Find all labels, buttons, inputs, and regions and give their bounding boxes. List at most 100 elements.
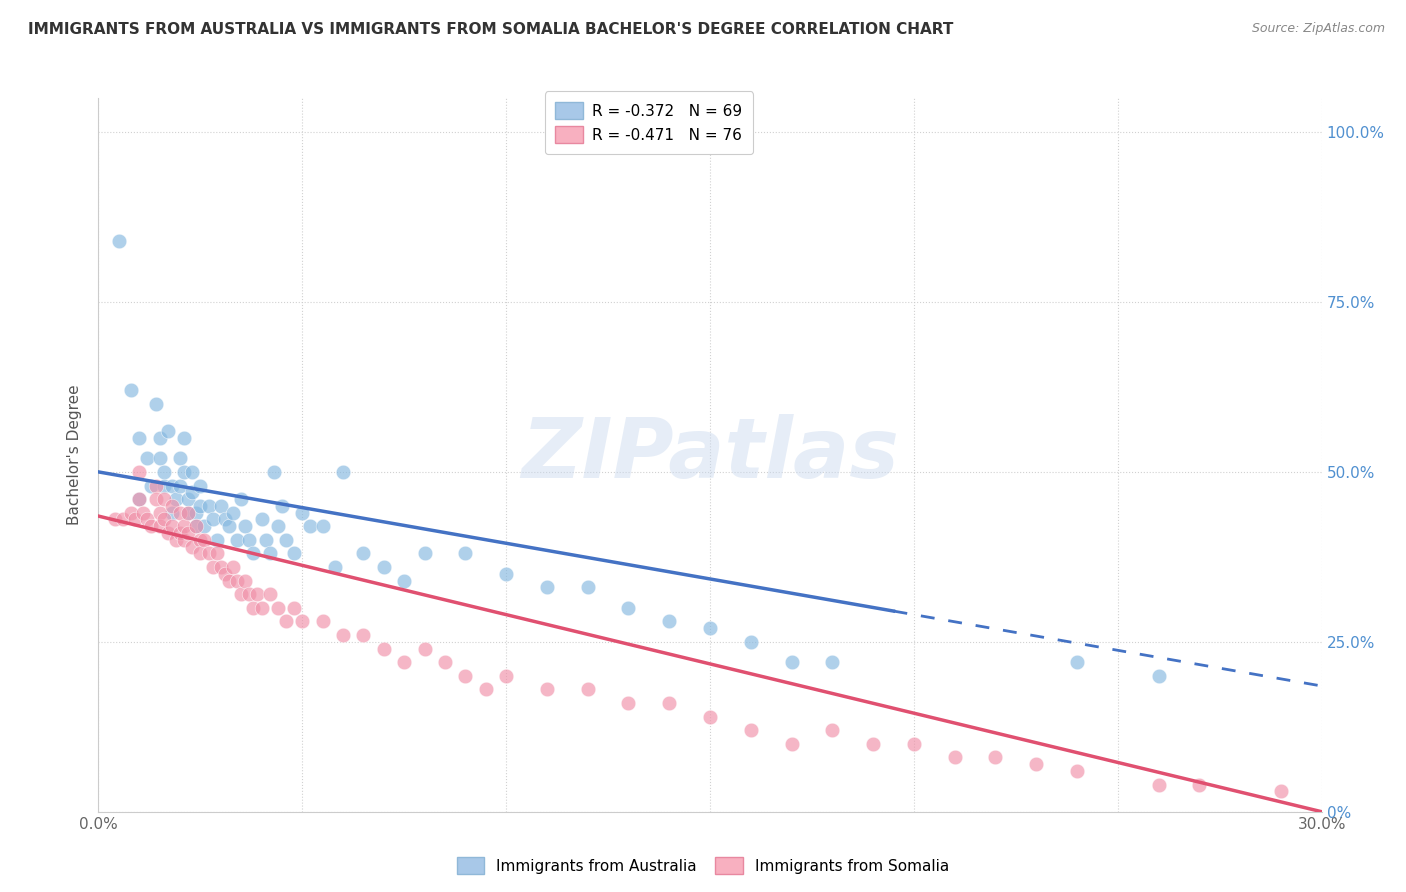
Point [1188, 778, 1211, 792]
Point [821, 723, 844, 738]
Point [740, 723, 762, 738]
Point [576, 581, 599, 595]
Point [392, 574, 416, 588]
Point [152, 512, 174, 526]
Point [1025, 757, 1047, 772]
Point [188, 546, 212, 560]
Point [323, 560, 346, 574]
Point [332, 465, 354, 479]
Point [214, 566, 236, 581]
Point [197, 499, 219, 513]
Point [186, 519, 208, 533]
Point [332, 628, 354, 642]
Point [291, 615, 314, 629]
Point [120, 506, 142, 520]
Point [233, 519, 256, 533]
Point [169, 506, 191, 520]
Point [454, 669, 477, 683]
Point [943, 750, 966, 764]
Point [160, 506, 183, 520]
Point [160, 519, 183, 533]
Point [283, 546, 305, 560]
Point [617, 696, 640, 710]
Point [149, 431, 172, 445]
Point [299, 519, 322, 533]
Point [821, 655, 844, 669]
Point [495, 566, 517, 581]
Point [250, 512, 273, 526]
Point [177, 492, 200, 507]
Point [242, 600, 264, 615]
Point [246, 587, 269, 601]
Point [177, 506, 200, 520]
Point [169, 451, 191, 466]
Point [177, 526, 200, 541]
Point [254, 533, 277, 547]
Point [209, 560, 232, 574]
Point [149, 519, 172, 533]
Point [188, 478, 212, 492]
Point [152, 465, 174, 479]
Point [156, 424, 179, 438]
Point [205, 546, 228, 560]
Point [214, 512, 236, 526]
Point [160, 478, 183, 492]
Point [238, 587, 260, 601]
Point [1147, 669, 1170, 683]
Point [160, 499, 183, 513]
Point [128, 492, 150, 507]
Point [128, 431, 150, 445]
Point [181, 465, 204, 479]
Y-axis label: Bachelor's Degree: Bachelor's Degree [67, 384, 83, 525]
Point [658, 615, 681, 629]
Point [226, 533, 249, 547]
Point [862, 737, 884, 751]
Point [218, 574, 240, 588]
Point [141, 519, 163, 533]
Point [104, 512, 127, 526]
Point [128, 492, 150, 507]
Point [169, 526, 191, 541]
Point [1147, 778, 1170, 792]
Point [149, 506, 172, 520]
Point [231, 492, 253, 507]
Point [205, 533, 228, 547]
Text: IMMIGRANTS FROM AUSTRALIA VS IMMIGRANTS FROM SOMALIA BACHELOR'S DEGREE CORRELATI: IMMIGRANTS FROM AUSTRALIA VS IMMIGRANTS … [28, 22, 953, 37]
Point [780, 655, 803, 669]
Point [233, 574, 256, 588]
Point [222, 506, 245, 520]
Point [274, 615, 297, 629]
Point [576, 682, 599, 697]
Point [312, 615, 335, 629]
Point [156, 526, 179, 541]
Point [740, 635, 762, 649]
Point [173, 431, 195, 445]
Point [186, 519, 208, 533]
Point [149, 451, 172, 466]
Point [145, 397, 167, 411]
Point [128, 465, 150, 479]
Point [267, 519, 290, 533]
Point [495, 669, 517, 683]
Point [120, 384, 142, 398]
Point [270, 499, 294, 513]
Point [111, 512, 134, 526]
Point [658, 696, 681, 710]
Point [454, 546, 477, 560]
Point [181, 485, 204, 500]
Point [173, 533, 195, 547]
Point [263, 465, 285, 479]
Point [903, 737, 925, 751]
Point [152, 492, 174, 507]
Point [188, 533, 212, 547]
Point [699, 709, 721, 723]
Point [267, 600, 290, 615]
Point [186, 506, 208, 520]
Point [108, 234, 131, 248]
Text: ZIPatlas: ZIPatlas [522, 415, 898, 495]
Point [165, 533, 187, 547]
Point [173, 465, 195, 479]
Point [193, 519, 215, 533]
Point [152, 478, 174, 492]
Point [352, 628, 374, 642]
